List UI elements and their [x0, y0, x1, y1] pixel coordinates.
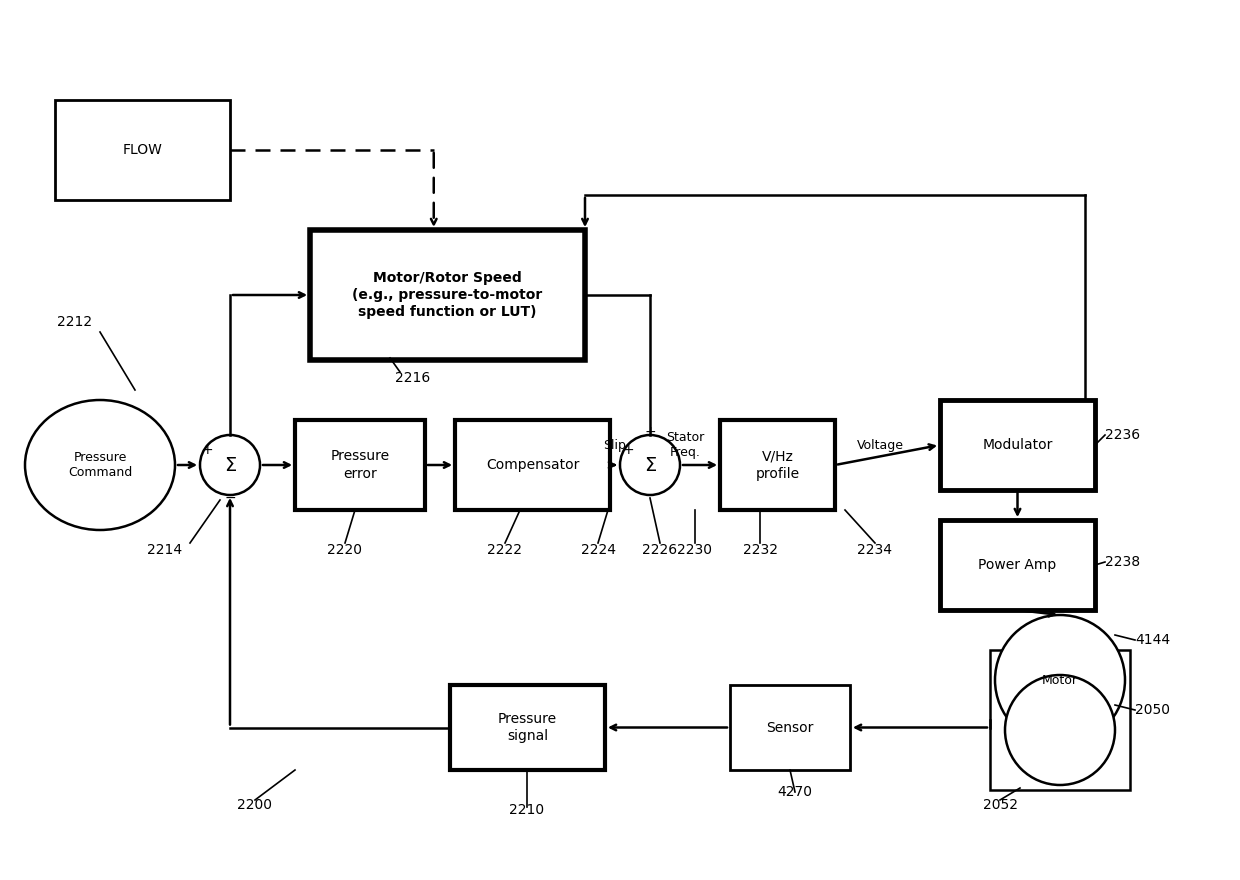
- Text: 2230: 2230: [677, 543, 713, 557]
- Text: Σ: Σ: [644, 456, 656, 474]
- Text: +: +: [201, 443, 213, 457]
- Text: Pressure
error: Pressure error: [330, 450, 389, 480]
- Text: Stator
Freq.: Stator Freq.: [666, 431, 704, 459]
- Text: Modulator: Modulator: [982, 438, 1053, 452]
- Text: 2212: 2212: [57, 315, 93, 329]
- Text: 2210: 2210: [510, 803, 544, 817]
- Circle shape: [620, 435, 680, 495]
- Bar: [720, 420, 835, 510]
- Bar: [730, 685, 849, 770]
- Bar: [310, 230, 585, 360]
- Text: 2238: 2238: [1105, 555, 1140, 569]
- Text: Slip: Slip: [604, 438, 626, 451]
- Text: 2234: 2234: [858, 543, 893, 557]
- Text: 2214: 2214: [148, 543, 182, 557]
- Text: 2226: 2226: [642, 543, 677, 557]
- Bar: [990, 650, 1130, 790]
- Text: Compensator: Compensator: [486, 458, 579, 472]
- Text: 4144: 4144: [1135, 633, 1171, 647]
- Text: 2222: 2222: [487, 543, 522, 557]
- Text: +: +: [645, 425, 656, 439]
- Text: 2224: 2224: [580, 543, 615, 557]
- Text: Pressure
signal: Pressure signal: [498, 712, 557, 743]
- Text: 4270: 4270: [777, 785, 812, 799]
- Bar: [295, 420, 425, 510]
- Text: 2232: 2232: [743, 543, 777, 557]
- Text: 2050: 2050: [1135, 703, 1171, 717]
- Text: Motor/Rotor Speed
(e.g., pressure-to-motor
speed function or LUT): Motor/Rotor Speed (e.g., pressure-to-mot…: [352, 271, 543, 319]
- Text: V/Hz
profile: V/Hz profile: [755, 450, 800, 480]
- Bar: [55, 100, 229, 200]
- Ellipse shape: [25, 400, 175, 530]
- Circle shape: [994, 615, 1125, 745]
- Text: Sensor: Sensor: [766, 721, 813, 735]
- Text: 2200: 2200: [238, 798, 273, 812]
- Text: +: +: [622, 443, 634, 457]
- Text: −: −: [224, 491, 236, 505]
- Text: Pressure
Command: Pressure Command: [68, 451, 133, 479]
- Circle shape: [1004, 675, 1115, 785]
- Bar: [450, 685, 605, 770]
- Text: 2052: 2052: [982, 798, 1018, 812]
- Text: Power Amp: Power Amp: [978, 558, 1056, 572]
- Text: 2236: 2236: [1105, 428, 1140, 442]
- Text: Voltage: Voltage: [857, 438, 904, 451]
- Text: Σ: Σ: [224, 456, 236, 474]
- Text: Motor: Motor: [1042, 673, 1078, 686]
- Bar: [455, 420, 610, 510]
- Circle shape: [200, 435, 260, 495]
- Text: 2220: 2220: [327, 543, 362, 557]
- Bar: [940, 400, 1095, 490]
- Bar: [940, 520, 1095, 610]
- Text: 2216: 2216: [396, 371, 430, 385]
- Text: FLOW: FLOW: [123, 143, 162, 157]
